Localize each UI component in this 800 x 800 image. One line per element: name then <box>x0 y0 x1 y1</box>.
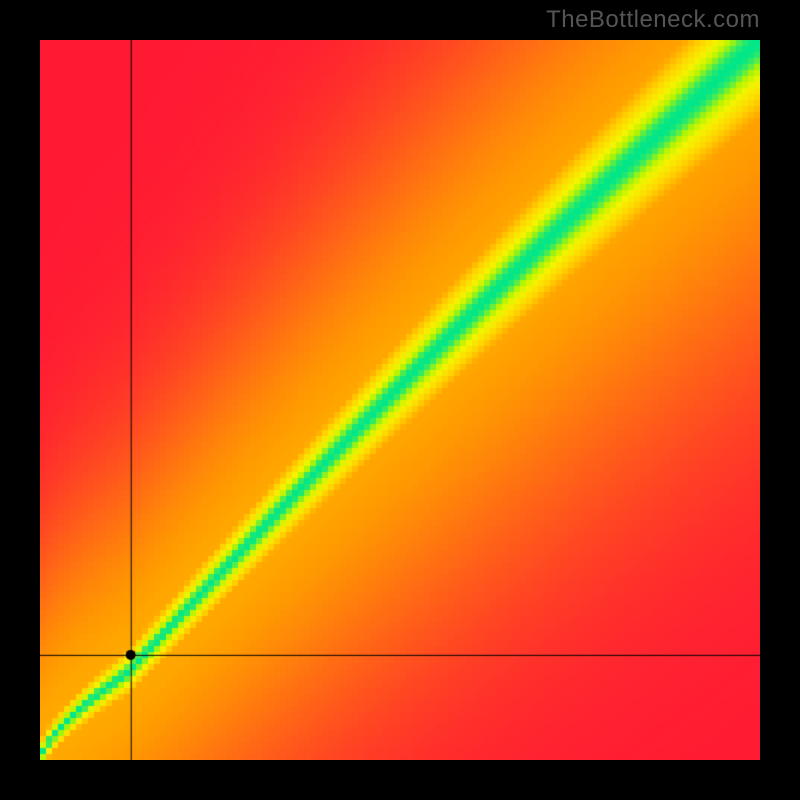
heatmap-canvas <box>40 40 760 760</box>
chart-container: TheBottleneck.com <box>0 0 800 800</box>
watermark-text: TheBottleneck.com <box>546 6 760 34</box>
plot-frame <box>40 40 760 760</box>
